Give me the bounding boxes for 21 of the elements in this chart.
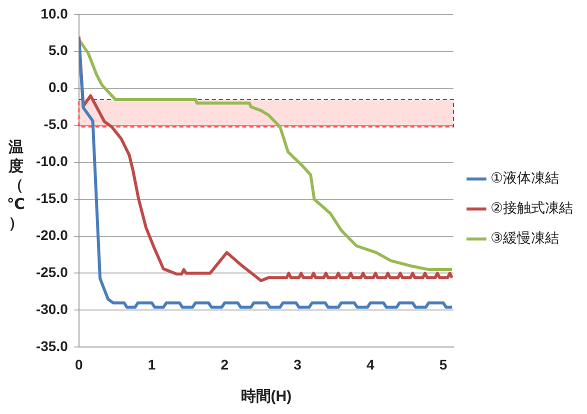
y-tick-label: -15.0 [36, 190, 68, 206]
y-tick-label: 5.0 [48, 42, 68, 58]
y-tick-label: -5.0 [44, 116, 68, 132]
x-tick-label: 1 [148, 356, 156, 372]
legend-label: ②接触式凍結 [490, 200, 574, 217]
y-tick-label: 10.0 [40, 5, 68, 22]
legend-label: ①液体凍結 [490, 170, 560, 187]
x-tick-label: 2 [220, 356, 229, 372]
legend-label: ③緩慢凍結 [490, 230, 560, 247]
x-axis-title: 時間(H) [240, 388, 292, 406]
x-tick-label: 0 [75, 356, 84, 372]
x-tick-label: 3 [294, 356, 302, 372]
y-axis-title: 温度（℃） [6, 138, 26, 233]
y-tick-label: -20.0 [36, 227, 68, 244]
y-tick-label: -30.0 [36, 301, 68, 318]
x-tick-label: 4 [366, 356, 374, 372]
y-tick-label: 0.0 [48, 79, 68, 96]
y-tick-label: -25.0 [36, 264, 68, 280]
x-tick-label: 5 [439, 356, 448, 372]
y-tick-label: -10.0 [36, 153, 68, 170]
y-tick-label: -35.0 [36, 338, 68, 354]
